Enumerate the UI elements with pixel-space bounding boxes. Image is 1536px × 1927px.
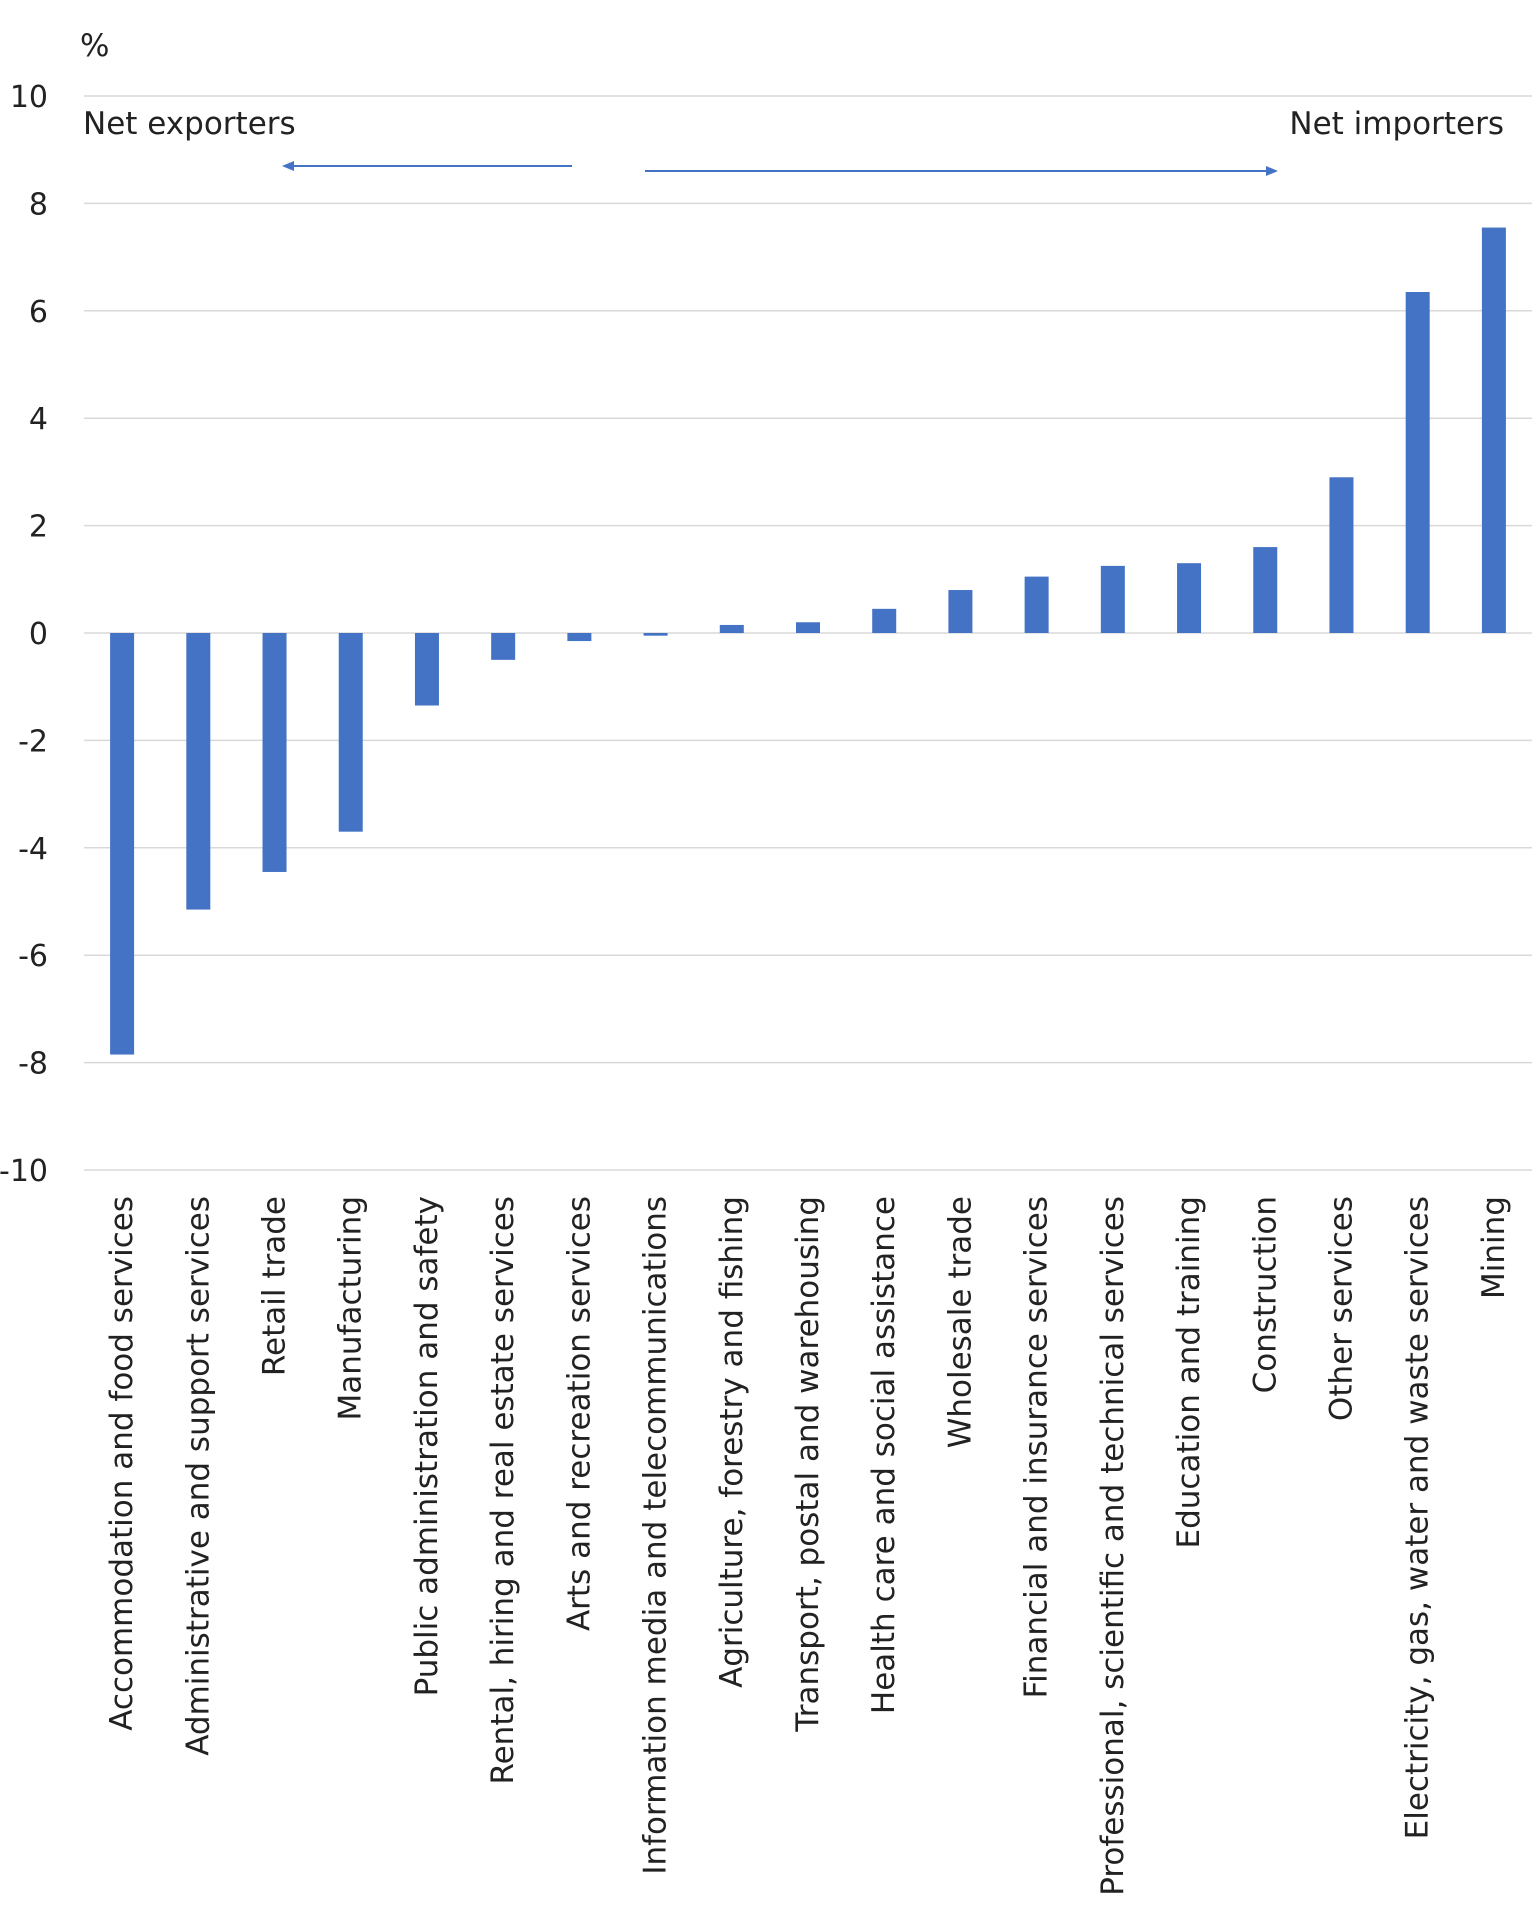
category-label: Financial and insurance services (1019, 1196, 1055, 1698)
y-axis-tick-labels: 10 8 6 4 2 0 -2 -4 -6 -8 -10 (0, 80, 48, 1189)
category-label: Wholesale trade (942, 1196, 978, 1448)
category-label: Professional, scientific and technical s… (1095, 1196, 1131, 1896)
bar (491, 633, 516, 660)
net-importers-annotation: Net importers (1289, 106, 1504, 142)
category-label: Education and training (1171, 1196, 1207, 1548)
bar (719, 624, 744, 633)
y-tick-label: -8 (18, 1047, 48, 1082)
bar (1024, 576, 1049, 633)
category-label: Manufacturing (333, 1196, 369, 1420)
bar (567, 633, 592, 642)
bar (110, 633, 135, 1055)
bar (338, 633, 363, 832)
bar (948, 590, 973, 633)
x-axis-category-labels: Accommodation and food services Administr… (104, 1196, 1512, 1896)
y-tick-label: -6 (18, 939, 48, 974)
bars (110, 227, 1506, 1055)
y-tick-label: 0 (29, 617, 48, 652)
y-tick-label: -4 (18, 832, 48, 867)
bar (872, 608, 897, 633)
category-label: Accommodation and food services (104, 1196, 140, 1731)
y-tick-label: 2 (29, 510, 48, 545)
bar (1481, 227, 1506, 633)
y-tick-label: 4 (29, 402, 48, 437)
bar (262, 633, 287, 872)
y-tick-label: -2 (18, 724, 48, 759)
bar (1177, 563, 1202, 633)
bar (414, 633, 439, 706)
category-label: Transport, postal and warehousing (790, 1196, 826, 1733)
category-label: Construction (1247, 1196, 1283, 1393)
category-label: Information media and telecommunications (638, 1196, 674, 1875)
bar (1405, 292, 1430, 633)
category-label: Electricity, gas, water and waste servic… (1400, 1196, 1436, 1839)
y-axis-unit-label: % (80, 28, 109, 64)
net-exporters-annotation: Net exporters (83, 106, 296, 142)
category-label: Other services (1323, 1196, 1359, 1421)
bar (1253, 547, 1278, 633)
bar (1100, 565, 1125, 633)
category-label: Mining (1476, 1196, 1512, 1299)
category-label: Public administration and safety (409, 1196, 445, 1696)
y-tick-label: 6 (29, 295, 48, 330)
y-tick-label: 8 (29, 187, 48, 222)
bar (643, 633, 668, 636)
y-tick-label: 10 (10, 80, 48, 115)
category-label: Rental, hiring and real estate services (485, 1196, 521, 1785)
bar (186, 633, 211, 910)
category-label: Agriculture, forestry and fishing (714, 1196, 750, 1688)
category-label: Administrative and support services (180, 1196, 216, 1756)
category-label: Retail trade (257, 1196, 293, 1376)
category-label: Health care and social assistance (866, 1196, 902, 1714)
bar (796, 622, 820, 633)
bar (1329, 477, 1354, 633)
y-tick-label: -10 (0, 1154, 48, 1189)
category-label: Arts and recreation services (561, 1196, 597, 1631)
